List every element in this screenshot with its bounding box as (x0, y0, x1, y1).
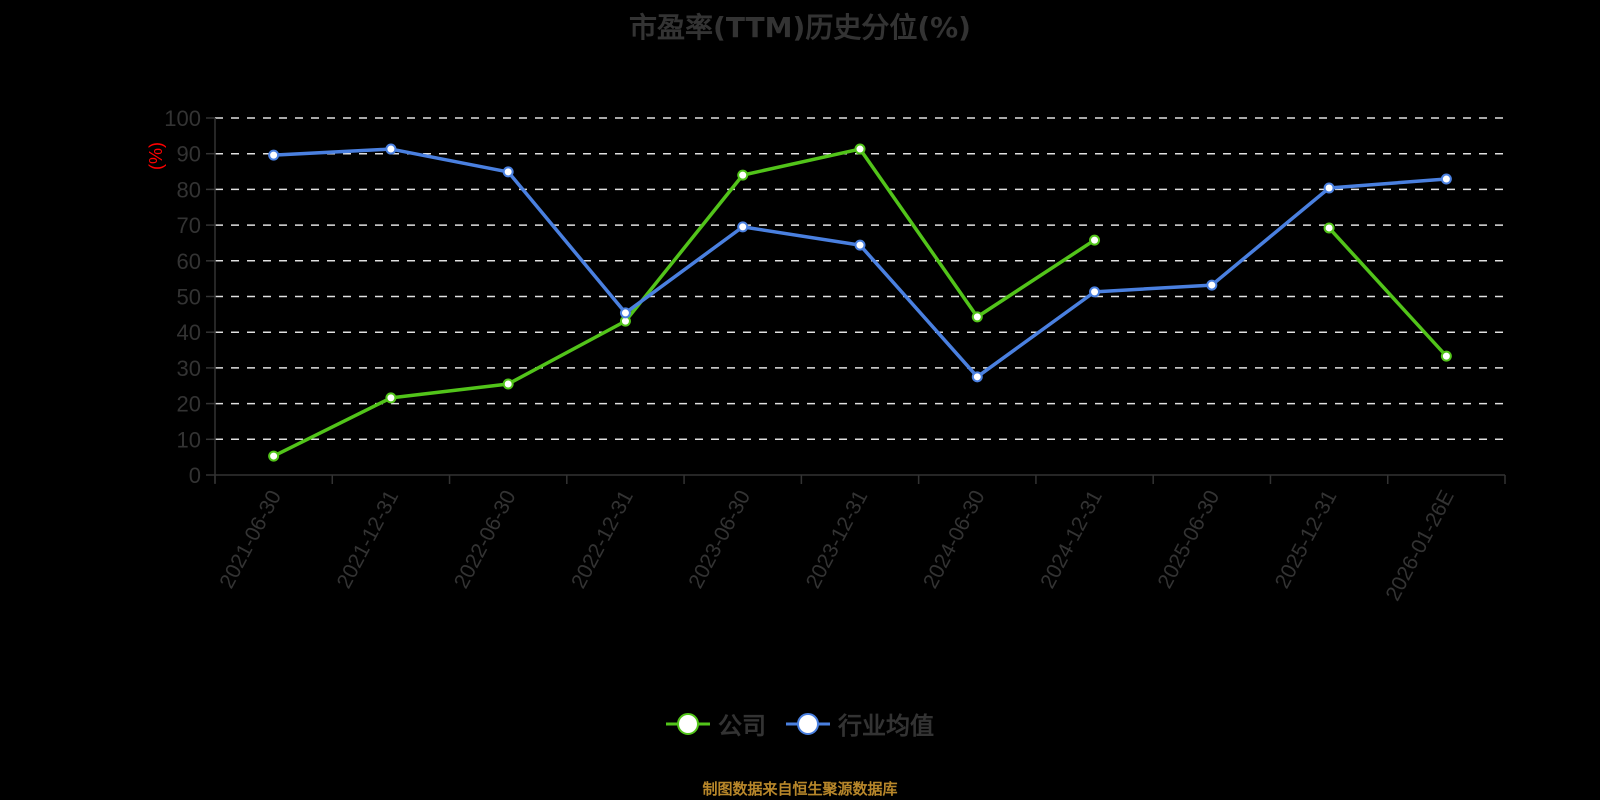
svg-text:2025-06-30: 2025-06-30 (1153, 487, 1224, 593)
data-point[interactable] (1440, 350, 1452, 362)
data-point[interactable] (268, 149, 280, 161)
grid-lines (215, 117, 1505, 441)
svg-text:2026-01-26E: 2026-01-26E (1381, 487, 1458, 605)
legend-company-icon (666, 712, 710, 735)
x-axis: 2021-06-30 2021-12-31 2022-06-30 2022-12-31… (214, 474, 1506, 605)
svg-text:100: 100 (164, 106, 201, 131)
svg-text:30: 30 (177, 356, 201, 381)
legend-item-industry-avg[interactable]: 行业均值 (786, 706, 934, 741)
svg-text:0: 0 (189, 463, 201, 488)
data-point[interactable] (619, 307, 631, 319)
svg-text:70: 70 (177, 213, 201, 238)
svg-text:40: 40 (177, 320, 201, 345)
data-point[interactable] (268, 450, 280, 462)
series-company (268, 143, 1452, 462)
svg-text:2025-12-31: 2025-12-31 (1271, 487, 1342, 593)
svg-text:2023-06-30: 2023-06-30 (684, 487, 755, 593)
svg-text:60: 60 (177, 249, 201, 274)
legend-label: 公司 (718, 712, 766, 740)
legend-item-company[interactable]: 公司 (666, 706, 766, 741)
chart-title: 市盈率(TTM)历史分位(%) (629, 11, 971, 44)
svg-text:2021-12-31: 2021-12-31 (333, 487, 404, 593)
data-point[interactable] (1089, 286, 1101, 298)
svg-text:90: 90 (177, 142, 201, 167)
y-axis-label: (%) (146, 142, 166, 170)
data-point[interactable] (502, 378, 514, 390)
svg-text:2022-06-30: 2022-06-30 (450, 487, 521, 593)
data-point[interactable] (1206, 279, 1218, 291)
data-point[interactable] (971, 371, 983, 383)
data-point[interactable] (1440, 173, 1452, 185)
svg-text:20: 20 (177, 392, 201, 417)
svg-text:2024-06-30: 2024-06-30 (919, 487, 990, 593)
data-point[interactable] (737, 169, 749, 181)
legend-label: 行业均值 (838, 712, 934, 740)
legend-industry-icon (786, 712, 830, 735)
series-lines (268, 143, 1452, 462)
svg-text:2024-12-31: 2024-12-31 (1036, 487, 1107, 593)
data-point[interactable] (385, 392, 397, 404)
svg-text:80: 80 (177, 177, 201, 202)
data-point[interactable] (385, 143, 397, 155)
series-industry-avg (268, 143, 1452, 383)
y-axis: 0 10 20 30 40 50 60 70 80 90 100 (164, 106, 216, 488)
data-point[interactable] (971, 311, 983, 323)
data-point[interactable] (854, 239, 866, 251)
svg-text:50: 50 (177, 285, 201, 310)
data-point[interactable] (854, 143, 866, 155)
svg-text:10: 10 (177, 427, 201, 452)
data-point[interactable] (737, 221, 749, 233)
data-point[interactable] (1323, 222, 1335, 234)
source-footnote: 制图数据来自恒生聚源数据库 (702, 780, 898, 798)
data-point[interactable] (1089, 234, 1101, 246)
data-point[interactable] (502, 166, 514, 178)
legend: 公司 行业均值 (0, 706, 1600, 741)
svg-text:2021-06-30: 2021-06-30 (215, 487, 286, 593)
svg-text:2023-12-31: 2023-12-31 (802, 487, 873, 593)
svg-text:2022-12-31: 2022-12-31 (567, 487, 638, 593)
data-point[interactable] (1323, 182, 1335, 194)
